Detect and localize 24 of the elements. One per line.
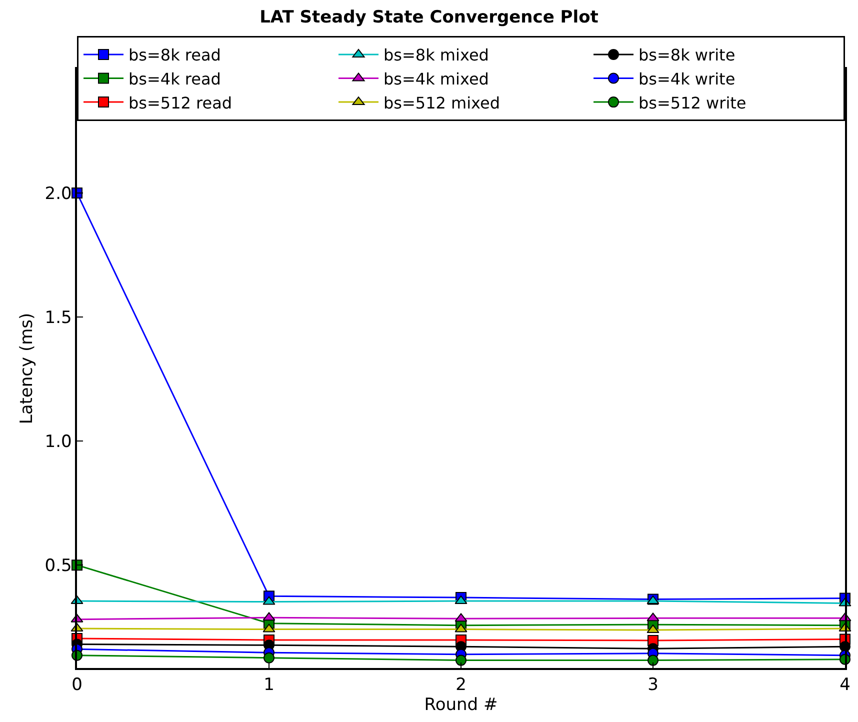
y-tick-label: 1.0	[44, 432, 72, 452]
y-tick-label: 2.0	[44, 184, 72, 204]
legend-label: bs=8k write	[638, 46, 736, 65]
legend-label: bs=512 write	[638, 93, 746, 112]
point	[264, 652, 274, 664]
x-tick-label: 2	[456, 675, 466, 696]
x-tick-label: 1	[264, 675, 274, 696]
y-tick-label: 0.5	[44, 556, 72, 576]
x-tick-label: 0	[72, 675, 82, 696]
legend-label: bs=8k read	[128, 46, 221, 65]
x-axis-title: Round #	[424, 695, 498, 716]
legend-label: bs=4k mixed	[384, 69, 489, 88]
y-axis-title: Latency (ms)	[16, 312, 37, 424]
chart-title: LAT Steady State Convergence Plot	[260, 8, 598, 28]
legend-label: bs=4k write	[638, 69, 736, 88]
y-tick-label: 1.5	[44, 308, 72, 328]
x-tick-label: 3	[648, 675, 658, 696]
legend-label: bs=512 read	[128, 93, 232, 112]
x-tick-label: 4	[840, 675, 850, 696]
legend-label: bs=512 mixed	[384, 93, 500, 112]
point	[648, 654, 658, 666]
point	[456, 654, 466, 666]
legend-label: bs=8k mixed	[384, 46, 489, 65]
legend-label: bs=4k read	[128, 69, 221, 88]
